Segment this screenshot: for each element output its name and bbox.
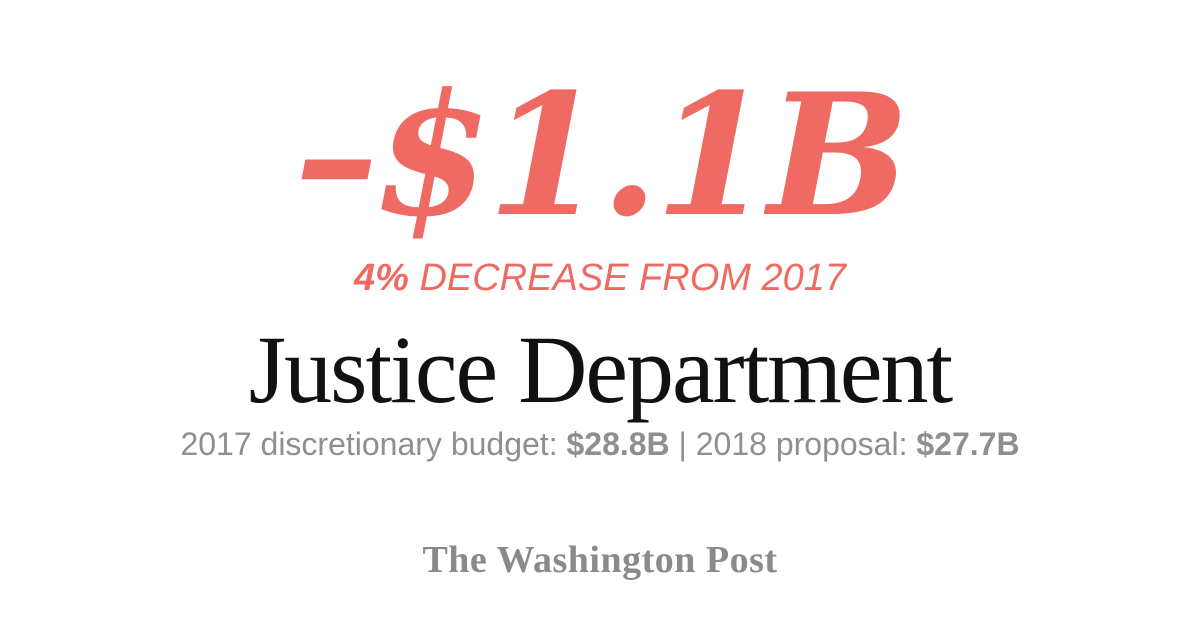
budget-2018-value: $27.7B xyxy=(916,426,1020,462)
percent-change-text: DECREASE FROM 2017 xyxy=(408,257,847,299)
department-name: Justice Department xyxy=(248,316,953,423)
percent-change-line: 4% DECREASE FROM 2017 xyxy=(0,254,1200,302)
budget-change-amount: –$1.1B xyxy=(294,56,909,254)
budget-comparison-line: 2017 discretionary budget: $28.8B | 2018… xyxy=(0,424,1200,464)
budget-2018-label: 2018 proposal: xyxy=(695,426,917,462)
budget-2017-label: 2017 discretionary budget: xyxy=(180,426,567,462)
budget-2017-value: $28.8B xyxy=(566,426,670,462)
percent-change-value: 4% xyxy=(353,257,409,299)
publisher-logo: The Washington Post xyxy=(422,539,778,581)
budget-separator: | xyxy=(669,426,696,462)
